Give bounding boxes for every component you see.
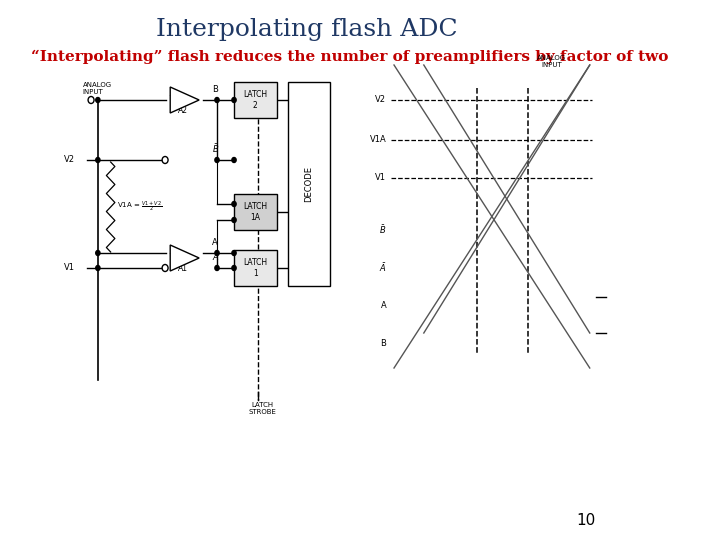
- Text: V1: V1: [375, 173, 387, 183]
- Text: A2: A2: [178, 106, 188, 115]
- Circle shape: [215, 266, 219, 271]
- Circle shape: [215, 158, 219, 163]
- Bar: [234, 250, 276, 286]
- Circle shape: [232, 251, 236, 255]
- Circle shape: [96, 266, 100, 271]
- Text: ANALOG
INPUT: ANALOG INPUT: [83, 82, 112, 95]
- Text: +: +: [168, 91, 176, 99]
- Polygon shape: [170, 87, 199, 113]
- Text: A: A: [212, 238, 218, 247]
- Circle shape: [215, 251, 219, 255]
- Circle shape: [232, 218, 236, 222]
- Circle shape: [215, 98, 219, 103]
- Text: A: A: [381, 300, 387, 309]
- Text: Interpolating flash ADC: Interpolating flash ADC: [156, 18, 457, 41]
- Circle shape: [96, 158, 100, 163]
- Text: ANALOG
INPUT: ANALOG INPUT: [537, 55, 566, 68]
- Text: 10: 10: [577, 513, 595, 528]
- Circle shape: [232, 201, 236, 206]
- Text: $\bar{A}$: $\bar{A}$: [212, 250, 219, 263]
- Text: LATCH
2: LATCH 2: [243, 90, 267, 110]
- Circle shape: [162, 265, 168, 272]
- Text: DECODE: DECODE: [305, 166, 313, 202]
- Text: $\bar{B}$: $\bar{B}$: [379, 224, 387, 237]
- Circle shape: [96, 98, 100, 103]
- Circle shape: [162, 157, 168, 164]
- Text: “Interpolating” flash reduces the number of preamplifiers by factor of two: “Interpolating” flash reduces the number…: [31, 50, 668, 64]
- Text: V2: V2: [64, 156, 75, 165]
- Text: LATCH
STROBE: LATCH STROBE: [248, 402, 276, 415]
- Text: V1A: V1A: [369, 136, 387, 145]
- Bar: [234, 194, 276, 230]
- Text: LATCH
1A: LATCH 1A: [243, 202, 267, 222]
- Text: V1A = $\frac{V1+V2}{2}$: V1A = $\frac{V1+V2}{2}$: [117, 200, 163, 214]
- Text: V2: V2: [375, 96, 387, 105]
- Text: A1: A1: [178, 264, 188, 273]
- Text: V1: V1: [64, 264, 75, 273]
- Circle shape: [232, 158, 236, 163]
- Bar: [288, 82, 330, 286]
- Text: $\bar{B}$: $\bar{B}$: [212, 142, 219, 155]
- Circle shape: [232, 98, 236, 103]
- Text: $\bar{A}$: $\bar{A}$: [379, 261, 387, 274]
- Text: B: B: [380, 339, 387, 348]
- Circle shape: [232, 266, 236, 271]
- Text: LATCH
1: LATCH 1: [243, 258, 267, 278]
- Polygon shape: [170, 245, 199, 271]
- Bar: [234, 82, 276, 118]
- Circle shape: [96, 251, 100, 255]
- Circle shape: [88, 97, 94, 104]
- Text: +: +: [168, 248, 176, 258]
- Text: B: B: [212, 85, 218, 94]
